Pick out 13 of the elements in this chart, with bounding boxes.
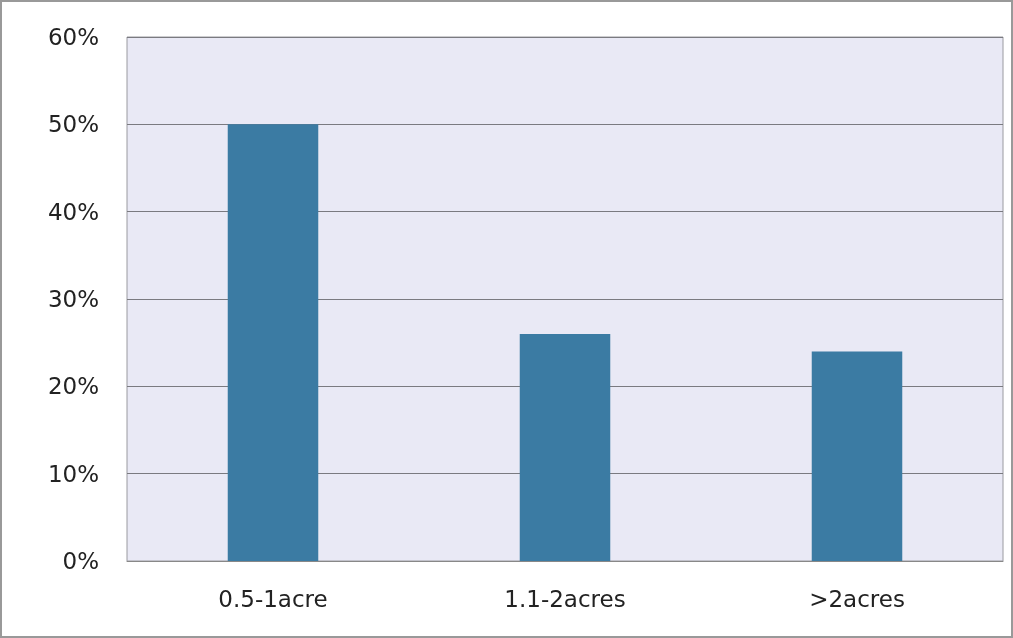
y-tick-label: 10% (47, 460, 99, 487)
bar (227, 124, 319, 561)
y-tick-label: 40% (47, 198, 99, 225)
x-tick-label: 0.5-1acre (218, 585, 328, 612)
bar (811, 351, 903, 561)
y-tick-label: 30% (47, 286, 99, 312)
bar (519, 333, 611, 561)
x-tick-label: 1.1-2acres (504, 585, 626, 612)
y-tick-label: 60% (47, 24, 99, 50)
y-tick-label: 50% (47, 111, 99, 138)
y-tick-label: 20% (47, 373, 99, 400)
y-tick-label: 0% (62, 548, 99, 574)
x-tick-label: >2acres (809, 585, 905, 612)
